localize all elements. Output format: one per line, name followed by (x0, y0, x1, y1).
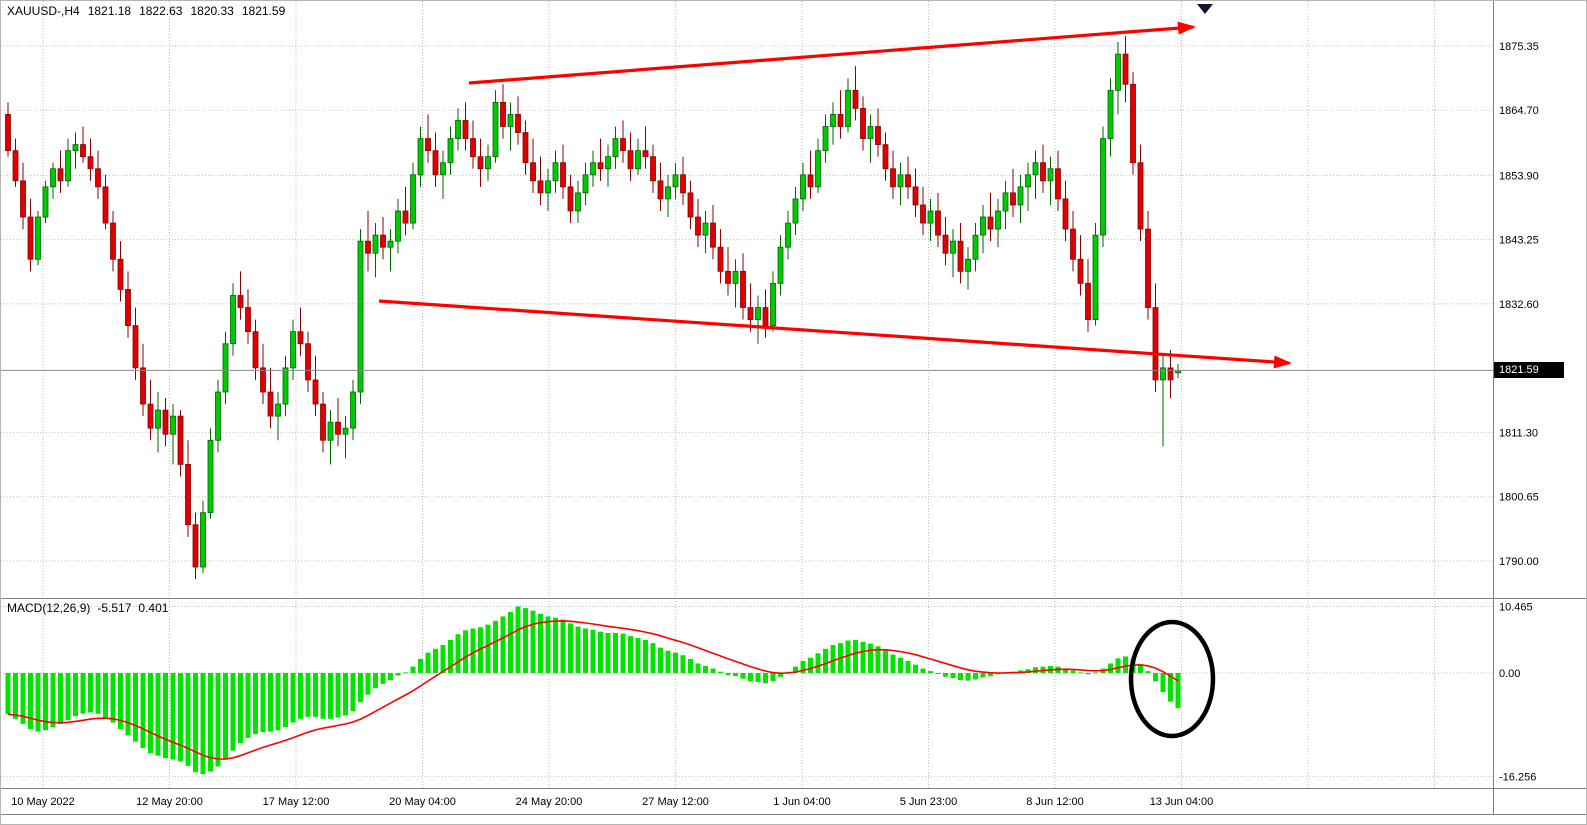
price-axis-label: 1853.90 (1499, 170, 1539, 182)
current-price-badge: 1821.59 (1494, 362, 1564, 378)
time-axis-label[interactable]: 1 Jun 04:00 (773, 796, 831, 808)
ohlc-open-value: 1821.18 (87, 4, 132, 18)
trendline-arrowhead-icon (1177, 21, 1196, 35)
time-axis-label[interactable]: 5 Jun 23:00 (900, 796, 958, 808)
macd-axis-label: 0.00 (1499, 668, 1520, 680)
time-axis-label[interactable]: 10 May 2022 (11, 796, 75, 808)
ohlc-low-value: 1820.33 (190, 4, 234, 18)
axis-labels: 1875.35 1864.70 1853.90 1843.25 1832.60 1811.… (11, 41, 1539, 808)
time-axis-label[interactable]: 8 Jun 12:00 (1026, 796, 1084, 808)
price-axis-label: 1790.00 (1499, 556, 1539, 568)
macd-indicator-header: MACD(12,26,9) -5.517 0.401 (7, 601, 168, 615)
price-axis-label: 1811.30 (1499, 427, 1538, 439)
macd-axis-label: 10.465 (1499, 601, 1533, 613)
price-axis-label: 1800.65 (1499, 492, 1539, 504)
time-axis-label[interactable]: 13 Jun 04:00 (1150, 796, 1214, 808)
time-axis-label[interactable]: 27 May 12:00 (642, 796, 709, 808)
trendline-lower-support[interactable] (378, 299, 1290, 365)
ohlc-high-value: 1822.63 (139, 4, 183, 18)
symbol-ohlc-header: XAUUSD-,H4 1821.18 1822.63 1820.33 1821.… (7, 4, 285, 18)
time-axis-label[interactable]: 24 May 20:00 (516, 796, 583, 808)
macd-histogram (5, 606, 1181, 775)
highlight-ellipse[interactable] (1128, 619, 1216, 739)
time-axis-label[interactable]: 17 May 12:00 (263, 796, 330, 808)
trendline-upper-resistance[interactable] (468, 25, 1194, 85)
time-axis-label[interactable]: 20 May 04:00 (389, 796, 456, 808)
candlestick-series (5, 35, 1181, 580)
price-axis-label: 1843.25 (1499, 235, 1539, 247)
time-axis-label[interactable]: 12 May 20:00 (136, 796, 203, 808)
macd-name-label: MACD(12,26,9) (7, 601, 91, 615)
price-axis-label: 1875.35 (1499, 41, 1539, 53)
symbol-timeframe-label: XAUUSD-,H4 (7, 4, 80, 18)
macd-main-value: -5.517 (97, 601, 132, 615)
price-axis-label: 1864.70 (1499, 105, 1539, 117)
chart-shift-marker-icon[interactable] (1197, 4, 1213, 14)
macd-signal-line (7, 620, 1179, 760)
macd-axis-label: -16.256 (1499, 771, 1536, 783)
ohlc-close-value: 1821.59 (241, 4, 286, 18)
grid (1, 1, 1493, 788)
macd-signal-value: 0.401 (138, 601, 169, 615)
trendline-arrowhead-icon (1273, 355, 1292, 369)
price-axis-label: 1832.60 (1499, 299, 1539, 311)
